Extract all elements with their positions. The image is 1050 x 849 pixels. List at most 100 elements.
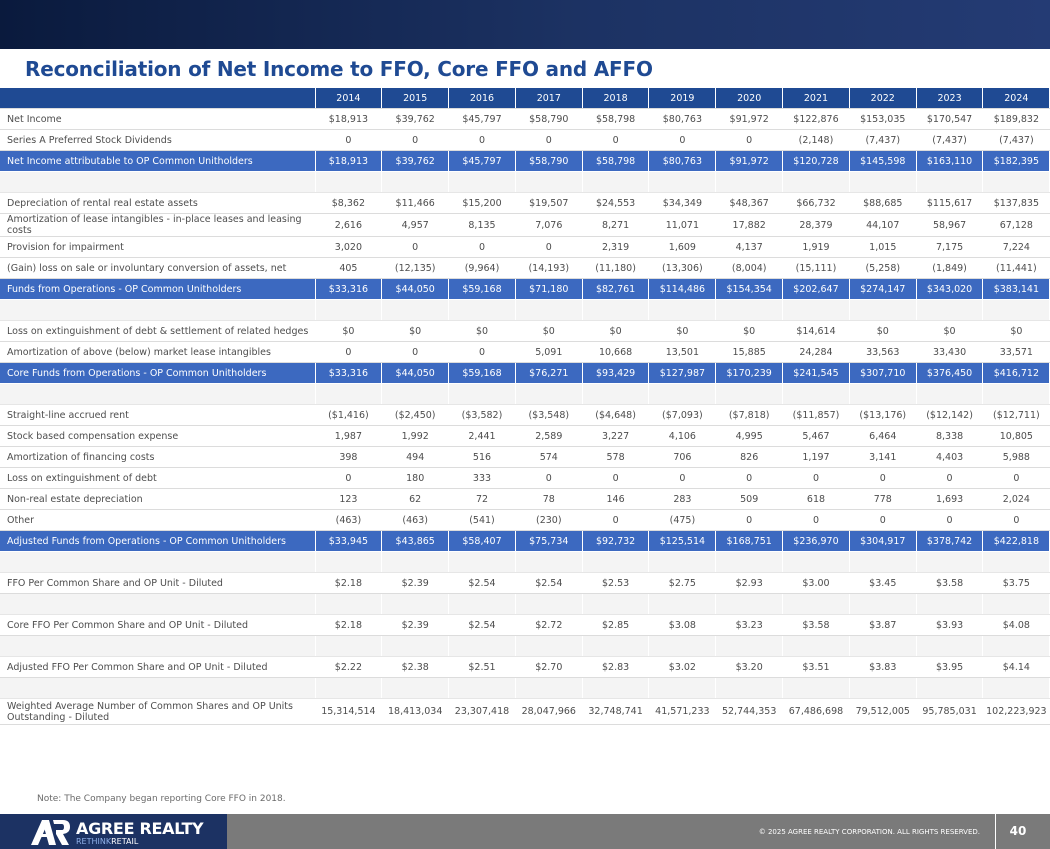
value-cell-2017: $75,734 <box>515 530 583 552</box>
value-cell-2024: $189,832 <box>982 108 1050 130</box>
row-label: Amortization of above (below) market lea… <box>0 341 316 363</box>
year-header-row: 2014 2015 2016 2017 2018 2019 2020 2021 2022 2023… <box>0 88 1050 109</box>
spacer-cell <box>782 677 850 699</box>
value-cell-2023: 33,430 <box>916 341 984 363</box>
year-header-2023: 2023 <box>916 88 984 109</box>
row-label: (Gain) loss on sale or involuntary conve… <box>0 257 316 279</box>
row-label: Core Funds from Operations - OP Common U… <box>0 362 316 384</box>
table-row: Other (463) (463) (541) (230) 0 (475) 0 0 0 0 0 <box>0 509 1050 531</box>
value-cell-2020: $170,239 <box>715 362 784 384</box>
agree-realty-logo-icon <box>31 820 70 845</box>
value-cell-2020: (8,004) <box>715 257 784 279</box>
spacer-cell <box>715 635 784 657</box>
value-cell-2015: (12,135) <box>381 257 450 279</box>
value-cell-2016: $2.54 <box>448 614 516 636</box>
spacer-row <box>0 383 1050 405</box>
value-cell-2014: 15,314,514 <box>315 698 383 725</box>
value-cell-2019: $3.02 <box>648 656 717 678</box>
value-cell-2020: 15,885 <box>715 341 784 363</box>
value-cell-2014: 405 <box>315 257 383 279</box>
spacer-cell <box>315 635 383 657</box>
value-cell-2018: $2.85 <box>582 614 650 636</box>
value-cell-2021: $236,970 <box>782 530 850 552</box>
spacer-cell <box>648 299 717 321</box>
value-cell-2017: $2.70 <box>515 656 583 678</box>
value-cell-2014: 0 <box>315 467 383 489</box>
value-cell-2018: $92,732 <box>582 530 650 552</box>
value-cell-2016: $45,797 <box>448 108 516 130</box>
value-cell-2022: 3,141 <box>849 446 917 468</box>
spacer-cell <box>381 635 450 657</box>
value-cell-2023: ($12,142) <box>916 404 984 426</box>
value-cell-2018: 146 <box>582 488 650 510</box>
spacer-cell <box>982 383 1050 405</box>
spacer-cell <box>582 551 650 573</box>
value-cell-2019: 283 <box>648 488 717 510</box>
spacer-cell <box>515 551 583 573</box>
value-cell-2024: $0 <box>982 320 1050 342</box>
value-cell-2020: $3.20 <box>715 656 784 678</box>
spacer-cell <box>448 299 516 321</box>
value-cell-2017: 0 <box>515 467 583 489</box>
value-cell-2016: $2.54 <box>448 572 516 594</box>
value-cell-2017: 2,589 <box>515 425 583 447</box>
spacer-cell <box>982 551 1050 573</box>
value-cell-2024: $3.75 <box>982 572 1050 594</box>
value-cell-2014: 0 <box>315 129 383 151</box>
value-cell-2022: 33,563 <box>849 341 917 363</box>
value-cell-2022: 6,464 <box>849 425 917 447</box>
table-row: Loss on extinguishment of debt 0 180 333 0 0 0… <box>0 467 1050 489</box>
top-banner <box>0 0 1050 49</box>
value-cell-2019: $3.08 <box>648 614 717 636</box>
value-cell-2015: 180 <box>381 467 450 489</box>
value-cell-2023: $0 <box>916 320 984 342</box>
spacer-cell <box>315 383 383 405</box>
value-cell-2022: 0 <box>849 509 917 531</box>
value-cell-2016: ($3,582) <box>448 404 516 426</box>
spacer-cell <box>916 299 984 321</box>
value-cell-2020: $91,972 <box>715 108 784 130</box>
value-cell-2017: $71,180 <box>515 278 583 300</box>
value-cell-2020: 4,995 <box>715 425 784 447</box>
value-cell-2018: 0 <box>582 509 650 531</box>
spacer-cell <box>0 677 316 699</box>
spacer-cell <box>0 551 316 573</box>
spacer-cell <box>982 299 1050 321</box>
value-cell-2015: $44,050 <box>381 362 450 384</box>
spacer-cell <box>448 635 516 657</box>
value-cell-2018: $58,798 <box>582 108 650 130</box>
value-cell-2014: $18,913 <box>315 108 383 130</box>
value-cell-2016: 0 <box>448 341 516 363</box>
spacer-cell <box>582 635 650 657</box>
spacer-cell <box>715 593 784 615</box>
value-cell-2016: 2,441 <box>448 425 516 447</box>
value-cell-2014: ($1,416) <box>315 404 383 426</box>
value-cell-2014: $33,316 <box>315 278 383 300</box>
spacer-cell <box>782 299 850 321</box>
value-cell-2024: (7,437) <box>982 129 1050 151</box>
year-header-2019: 2019 <box>648 88 717 109</box>
spacer-cell <box>782 383 850 405</box>
year-header-2014: 2014 <box>315 88 383 109</box>
value-cell-2019: 4,106 <box>648 425 717 447</box>
value-cell-2014: $2.18 <box>315 614 383 636</box>
spacer-cell <box>448 593 516 615</box>
value-cell-2021: $202,647 <box>782 278 850 300</box>
table-row: Adjusted FFO Per Common Share and OP Uni… <box>0 656 1050 678</box>
spacer-cell <box>849 299 917 321</box>
value-cell-2021: $120,728 <box>782 150 850 172</box>
value-cell-2018: 0 <box>582 129 650 151</box>
value-cell-2024: 5,988 <box>982 446 1050 468</box>
value-cell-2018: $0 <box>582 320 650 342</box>
value-cell-2021: (15,111) <box>782 257 850 279</box>
value-cell-2021: $3.58 <box>782 614 850 636</box>
table-row: (Gain) loss on sale or involuntary conve… <box>0 257 1050 279</box>
value-cell-2019: 0 <box>648 129 717 151</box>
value-cell-2019: 11,071 <box>648 213 717 237</box>
value-cell-2017: $0 <box>515 320 583 342</box>
spacer-cell <box>715 383 784 405</box>
value-cell-2021: 1,197 <box>782 446 850 468</box>
spacer-cell <box>381 171 450 193</box>
value-cell-2015: 4,957 <box>381 213 450 237</box>
table-row: Straight-line accrued rent ($1,416) ($2,45… <box>0 404 1050 426</box>
